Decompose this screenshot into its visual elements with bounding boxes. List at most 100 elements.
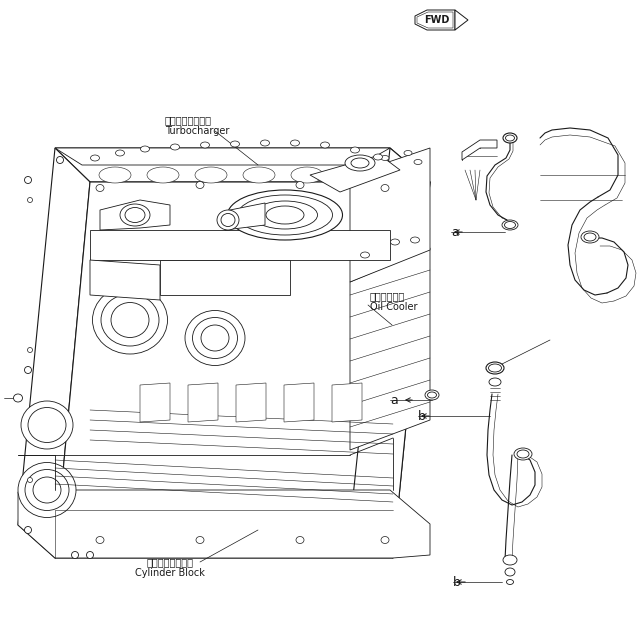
Ellipse shape	[93, 286, 168, 354]
Ellipse shape	[221, 213, 235, 227]
Ellipse shape	[291, 167, 323, 183]
Ellipse shape	[374, 154, 383, 160]
Ellipse shape	[201, 325, 229, 351]
Ellipse shape	[120, 204, 150, 226]
Text: Cylinder Block: Cylinder Block	[135, 568, 205, 578]
Ellipse shape	[243, 167, 275, 183]
Text: b: b	[418, 409, 426, 422]
Polygon shape	[332, 383, 362, 422]
Ellipse shape	[96, 537, 104, 544]
Polygon shape	[90, 230, 390, 260]
Ellipse shape	[506, 580, 513, 585]
Ellipse shape	[360, 252, 369, 258]
Polygon shape	[310, 155, 400, 192]
Ellipse shape	[72, 552, 79, 558]
Ellipse shape	[291, 140, 300, 146]
Text: シリンダブロック: シリンダブロック	[147, 557, 193, 567]
Polygon shape	[284, 383, 314, 422]
Ellipse shape	[345, 155, 375, 171]
Ellipse shape	[584, 233, 596, 241]
Ellipse shape	[141, 146, 150, 152]
Ellipse shape	[351, 158, 369, 168]
Ellipse shape	[200, 142, 209, 148]
Ellipse shape	[86, 552, 93, 558]
Polygon shape	[462, 140, 497, 160]
Text: Oil Cooler: Oil Cooler	[370, 302, 417, 312]
Ellipse shape	[339, 167, 371, 183]
Text: オイルクーラ: オイルクーラ	[370, 291, 405, 301]
Ellipse shape	[381, 537, 389, 544]
Ellipse shape	[125, 208, 145, 223]
Ellipse shape	[517, 450, 529, 458]
Ellipse shape	[28, 477, 33, 482]
Ellipse shape	[486, 362, 504, 374]
Polygon shape	[350, 148, 430, 558]
Polygon shape	[18, 148, 90, 558]
Polygon shape	[160, 260, 290, 295]
Ellipse shape	[96, 185, 104, 192]
Ellipse shape	[253, 201, 317, 229]
Ellipse shape	[196, 182, 204, 188]
Polygon shape	[18, 490, 430, 558]
Ellipse shape	[227, 190, 342, 240]
Ellipse shape	[506, 135, 515, 141]
Ellipse shape	[504, 222, 515, 228]
Ellipse shape	[489, 378, 501, 386]
Ellipse shape	[18, 462, 76, 517]
Ellipse shape	[514, 448, 532, 460]
Polygon shape	[417, 12, 453, 28]
Ellipse shape	[25, 469, 69, 510]
Ellipse shape	[193, 318, 237, 359]
Ellipse shape	[115, 150, 125, 156]
Ellipse shape	[90, 155, 99, 161]
Ellipse shape	[266, 206, 304, 224]
Polygon shape	[415, 10, 455, 30]
Ellipse shape	[390, 239, 399, 245]
Ellipse shape	[24, 177, 31, 183]
Polygon shape	[55, 148, 430, 182]
Polygon shape	[90, 260, 160, 300]
Ellipse shape	[111, 303, 149, 338]
Ellipse shape	[503, 133, 517, 143]
Ellipse shape	[503, 555, 517, 565]
Polygon shape	[455, 10, 468, 30]
Ellipse shape	[33, 477, 61, 503]
Ellipse shape	[56, 157, 63, 163]
Ellipse shape	[24, 527, 31, 534]
Text: a: a	[451, 225, 459, 238]
Text: Turbocharger: Turbocharger	[165, 126, 229, 136]
Ellipse shape	[296, 537, 304, 544]
Ellipse shape	[381, 155, 389, 160]
Ellipse shape	[237, 195, 333, 235]
Ellipse shape	[99, 167, 131, 183]
Ellipse shape	[28, 198, 33, 203]
Ellipse shape	[230, 141, 239, 147]
Ellipse shape	[13, 394, 22, 402]
Ellipse shape	[196, 537, 204, 544]
Polygon shape	[100, 200, 170, 230]
Ellipse shape	[414, 160, 422, 165]
Polygon shape	[350, 148, 430, 282]
Ellipse shape	[28, 407, 66, 442]
Ellipse shape	[356, 162, 364, 167]
Ellipse shape	[21, 401, 73, 449]
Ellipse shape	[296, 182, 304, 188]
Text: FWD: FWD	[424, 15, 450, 25]
Ellipse shape	[581, 231, 599, 243]
Text: b: b	[453, 575, 461, 588]
Ellipse shape	[410, 237, 419, 243]
Ellipse shape	[428, 392, 436, 398]
Polygon shape	[55, 148, 390, 165]
Ellipse shape	[425, 390, 439, 400]
Ellipse shape	[217, 210, 239, 230]
Polygon shape	[55, 182, 430, 558]
Ellipse shape	[195, 167, 227, 183]
Ellipse shape	[260, 140, 269, 146]
Ellipse shape	[404, 150, 412, 155]
Ellipse shape	[24, 366, 31, 374]
Text: ターボチャージャ: ターボチャージャ	[165, 115, 212, 125]
Ellipse shape	[321, 142, 330, 148]
Polygon shape	[225, 203, 265, 230]
Ellipse shape	[488, 364, 502, 372]
Ellipse shape	[502, 220, 518, 230]
